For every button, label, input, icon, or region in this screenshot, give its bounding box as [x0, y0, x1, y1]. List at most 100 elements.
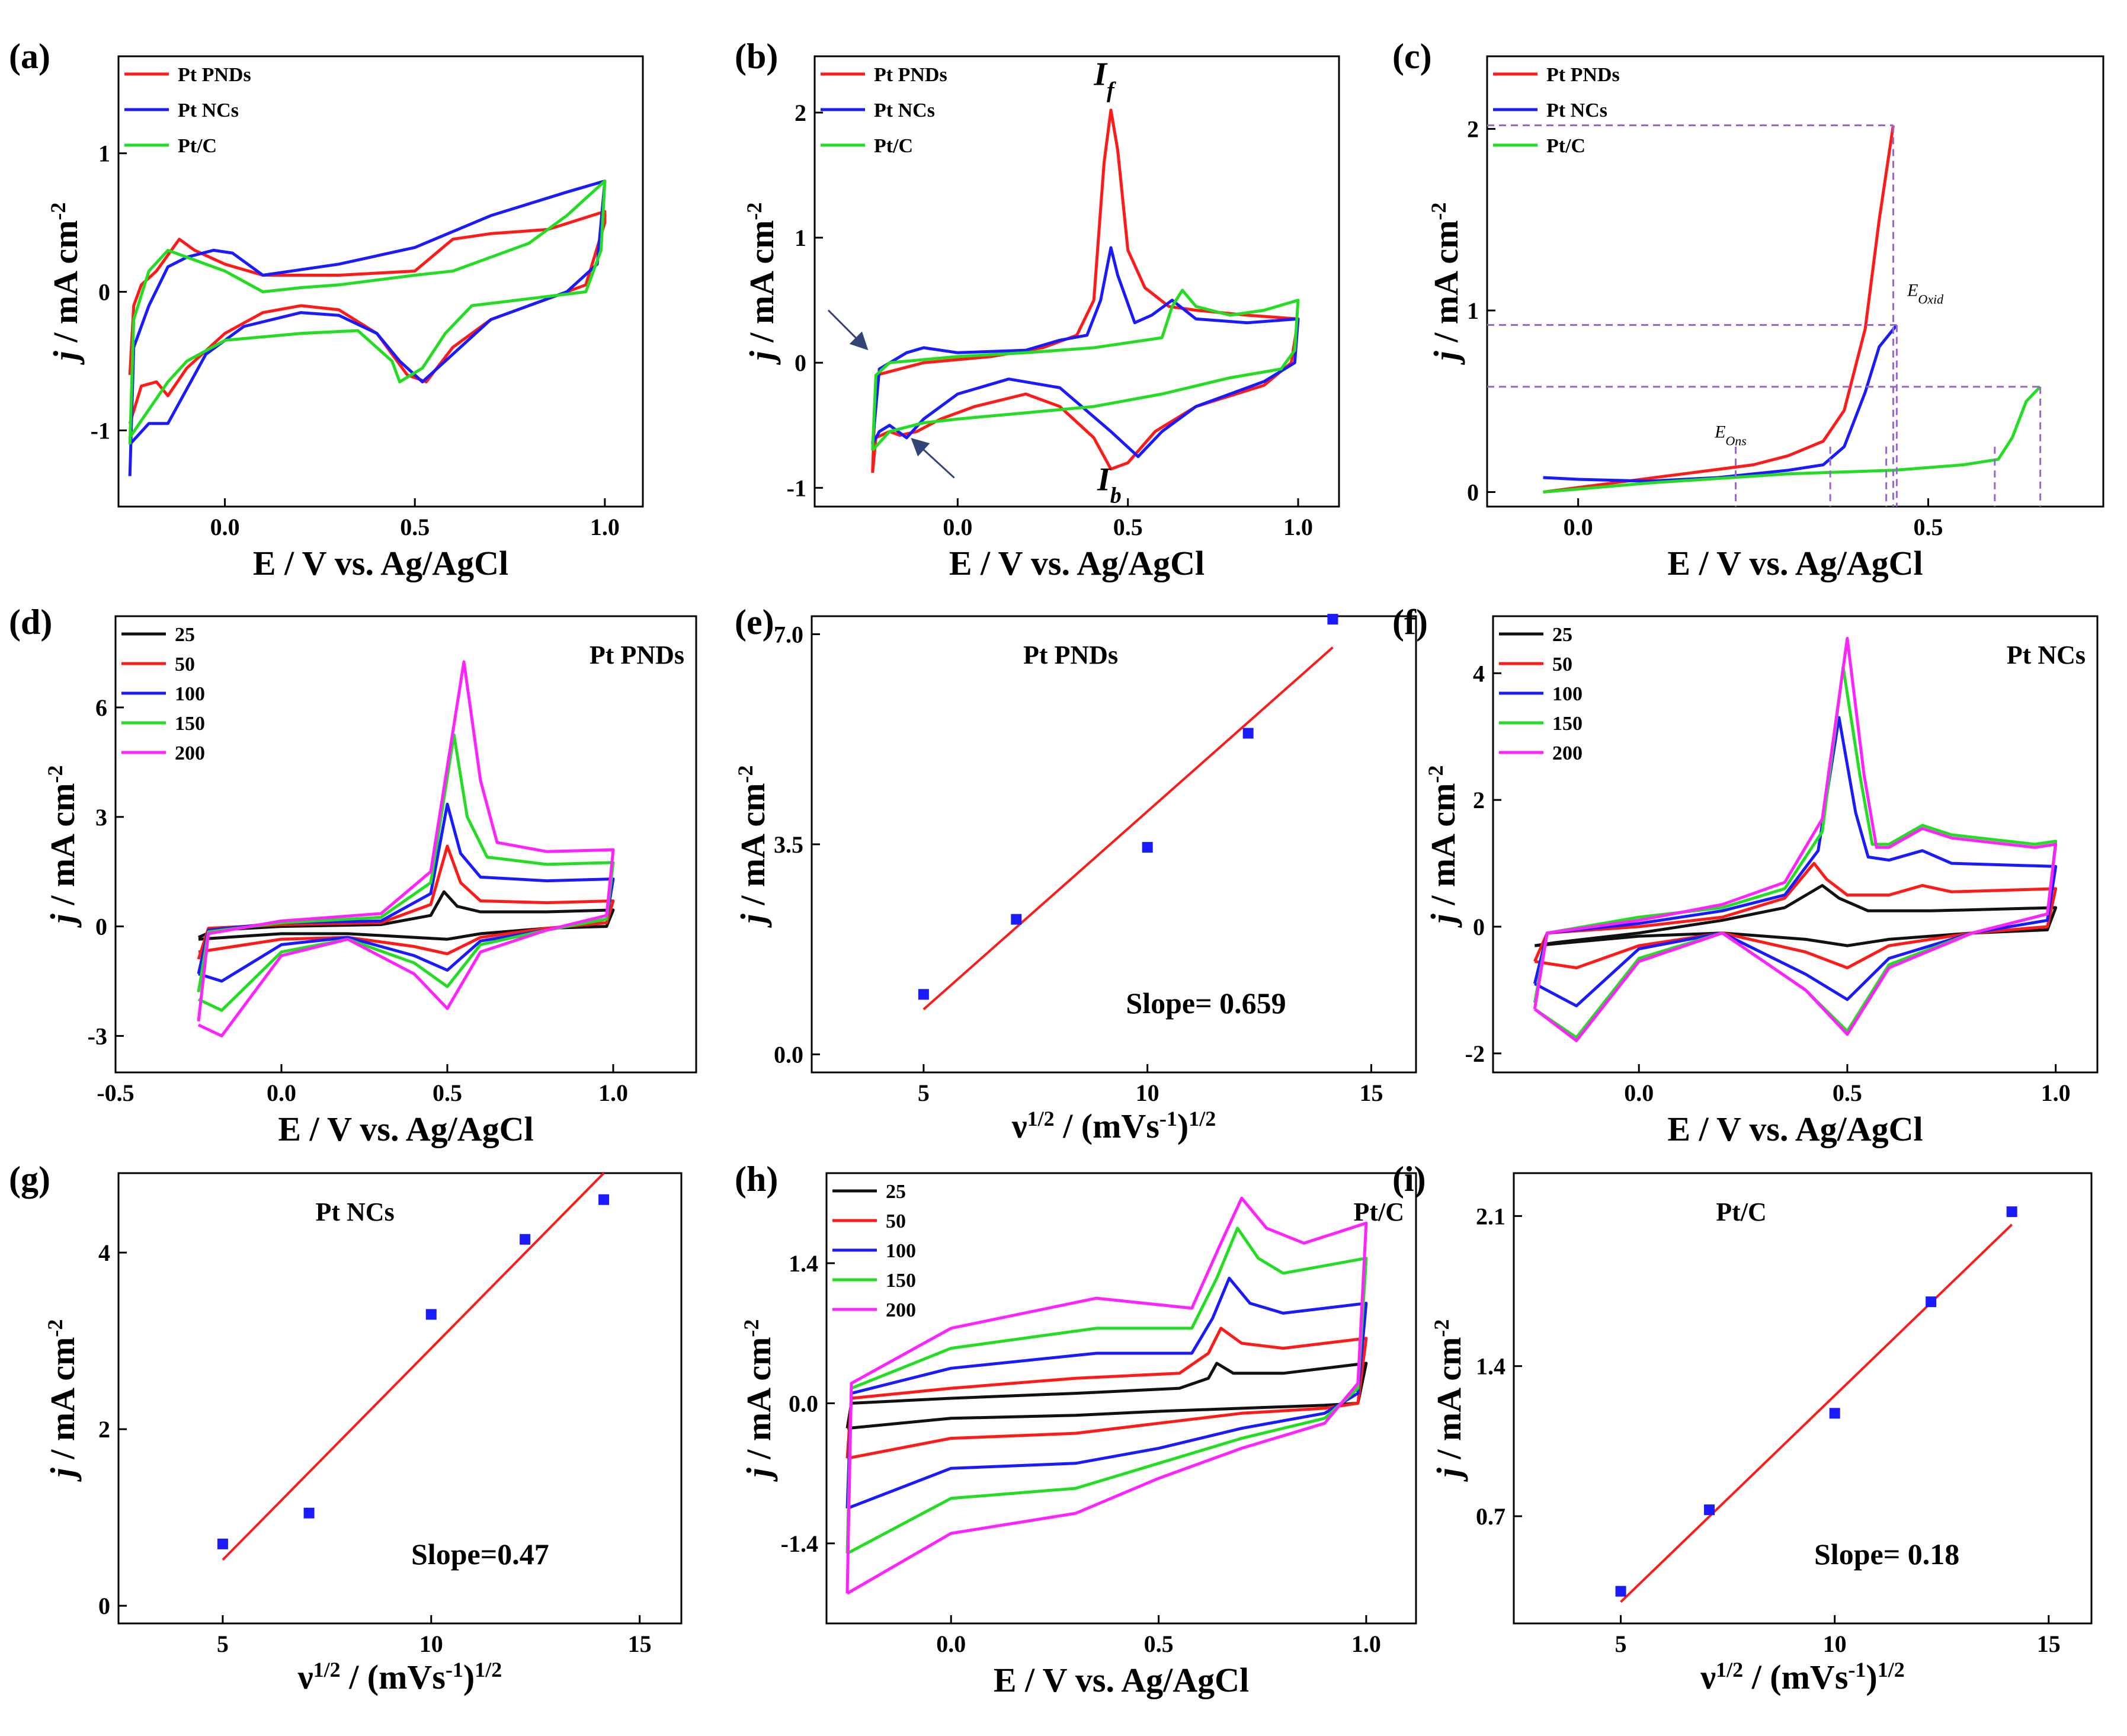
legend-label: 200 — [1552, 742, 1583, 764]
legend-label: 150 — [1552, 713, 1583, 735]
y-label-symbol: j — [43, 1467, 82, 1482]
plot-frame — [825, 1172, 1417, 1625]
legend-label: Pt PNDs — [1546, 64, 1620, 86]
y-axis-label: j / mA cm-2 — [733, 765, 772, 928]
y-axis-label: j / mA cm-2 — [1430, 1319, 1468, 1482]
y-tick-label: 0 — [98, 279, 110, 306]
series-line-200 — [197, 660, 615, 1037]
data-point — [425, 1309, 437, 1320]
y-tick-label: 1 — [795, 225, 806, 251]
y-axis-label: j / mA cm-2 — [43, 1319, 82, 1482]
y-tick-label: -1.4 — [781, 1530, 818, 1557]
panel-label-f: (f) — [1392, 603, 1428, 642]
legend-label: 200 — [175, 742, 205, 764]
y-label-unit: / mA cm — [43, 783, 82, 914]
onset-symbol: E — [1714, 422, 1725, 442]
y-label-unit: / mA cm — [1430, 1337, 1468, 1468]
data-point — [1327, 614, 1338, 625]
x-tick-label: 0.5 — [400, 514, 430, 540]
x-axis-label: E / V vs. Ag/AgCl — [253, 544, 508, 582]
x-tick-label: 10 — [1823, 1631, 1847, 1657]
x-axis-label: ν1/2 / (mVs-1)1/2 — [1700, 1658, 1904, 1696]
oxid-sub: Oxid — [1918, 292, 1944, 306]
y-label-sup: -2 — [1424, 765, 1447, 783]
series-line-pt-c — [871, 289, 1300, 451]
panel-label-e: (e) — [735, 603, 774, 642]
series-line-100 — [1533, 716, 2058, 1008]
x-axis-label: E / V vs. Ag/AgCl — [278, 1110, 533, 1148]
legend-label: 100 — [1552, 683, 1583, 705]
data-point — [520, 1234, 531, 1245]
x-tick-label: 5 — [918, 1080, 930, 1106]
y-label-sup: -2 — [1430, 1319, 1453, 1337]
x-tick-label: 0.5 — [1144, 1631, 1174, 1657]
panel-title: Pt PNDs — [1023, 640, 1118, 670]
x-tick-label: 0.0 — [936, 1631, 966, 1657]
data-point — [1829, 1408, 1840, 1419]
data-point — [1704, 1504, 1715, 1516]
y-tick-label: -3 — [88, 1023, 107, 1049]
panel-label-g: (g) — [9, 1160, 50, 1199]
legend-label: Pt/C — [1546, 135, 1585, 157]
y-label-sup: -2 — [733, 765, 757, 783]
y-axis-label: j / mA cm-2 — [1427, 203, 1465, 366]
y-label-sup: -2 — [739, 1319, 763, 1337]
y-label-symbol: j — [739, 1467, 778, 1482]
plot-frame — [117, 55, 644, 508]
x-tick-label: 0.5 — [433, 1080, 462, 1106]
x-axis-label: E / V vs. Ag/AgCl — [1667, 1110, 1923, 1148]
legend-label: 25 — [1552, 624, 1572, 646]
peak-label-forward: If — [1093, 56, 1116, 103]
legend-label: Pt PNDs — [178, 64, 251, 86]
y-label-sup: -2 — [742, 203, 766, 220]
x-label-sup: 1/2 — [1716, 1658, 1743, 1681]
panel-label-h: (h) — [735, 1160, 778, 1199]
y-label-symbol: j — [1424, 913, 1462, 928]
x-axis-label: E / V vs. Ag/AgCl — [1667, 544, 1923, 582]
x-label-sup: 1/2 — [1878, 1658, 1905, 1681]
x-tick-label: 0.0 — [1624, 1080, 1654, 1106]
legend-label: Pt NCs — [874, 100, 935, 121]
y-axis-label: j / mA cm-2 — [1424, 765, 1462, 928]
fit-line — [922, 646, 1334, 1011]
panel-c: (c) 0.0 0.5 0 1 2 E / V vs. Ag/AgCl j / mA cm-2… — [1392, 37, 2104, 582]
x-label-unit: / (mVs — [1743, 1658, 1848, 1696]
x-tick-label: 15 — [628, 1631, 652, 1657]
y-tick-label: 1.4 — [789, 1250, 818, 1277]
y-tick-label: 0.0 — [774, 1042, 803, 1068]
x-tick-label: 1.0 — [1351, 1631, 1381, 1657]
x-label-sup: 1/2 — [1027, 1107, 1055, 1130]
legend-label: 25 — [886, 1181, 906, 1203]
y-label-sup: -2 — [43, 765, 67, 783]
series-line-pt-pnds — [871, 108, 1300, 473]
y-axis-label: j / mA cm-2 — [742, 203, 781, 366]
x-label-sup: -1 — [1848, 1658, 1866, 1681]
y-tick-label: 0 — [98, 1593, 110, 1619]
peak-label-symbol: I — [1093, 56, 1108, 93]
panel-f: (f) 0.0 0.5 1.0 -2 0 2 4 E / V vs. Ag/AgCl j / mA… — [1392, 603, 2099, 1148]
y-label-sup: -2 — [43, 1319, 67, 1337]
data-point — [1615, 1586, 1626, 1597]
fit-line — [1620, 1223, 2013, 1603]
series-line-100 — [197, 802, 615, 983]
plot-frame — [114, 615, 697, 1074]
legend-label: 100 — [886, 1240, 916, 1262]
legend-label: Pt NCs — [1546, 100, 1607, 121]
y-tick-label: 1.4 — [1476, 1353, 1505, 1380]
y-label-symbol: j — [46, 350, 85, 365]
x-tick-label: 1.0 — [590, 514, 620, 540]
plot-frame — [813, 55, 1340, 508]
x-tick-label: 0.0 — [943, 514, 972, 540]
legend-label: 50 — [1552, 654, 1572, 675]
x-label-sup: -1 — [446, 1658, 463, 1681]
legend-label: 50 — [886, 1210, 906, 1232]
legend-label: Pt PNDs — [874, 64, 947, 86]
x-tick-label: 1.0 — [2041, 1080, 2071, 1106]
legend-label: 200 — [886, 1299, 916, 1321]
panel-a: (a) 0.0 0.5 1.0 -1 0 1 E / V vs. Ag/AgCl j / mA … — [9, 37, 644, 582]
y-label-unit: / mA cm — [1427, 220, 1465, 351]
x-label-close: ) — [1866, 1658, 1877, 1696]
y-tick-label: 7.0 — [774, 621, 803, 648]
panel-label-b: (b) — [735, 37, 778, 76]
